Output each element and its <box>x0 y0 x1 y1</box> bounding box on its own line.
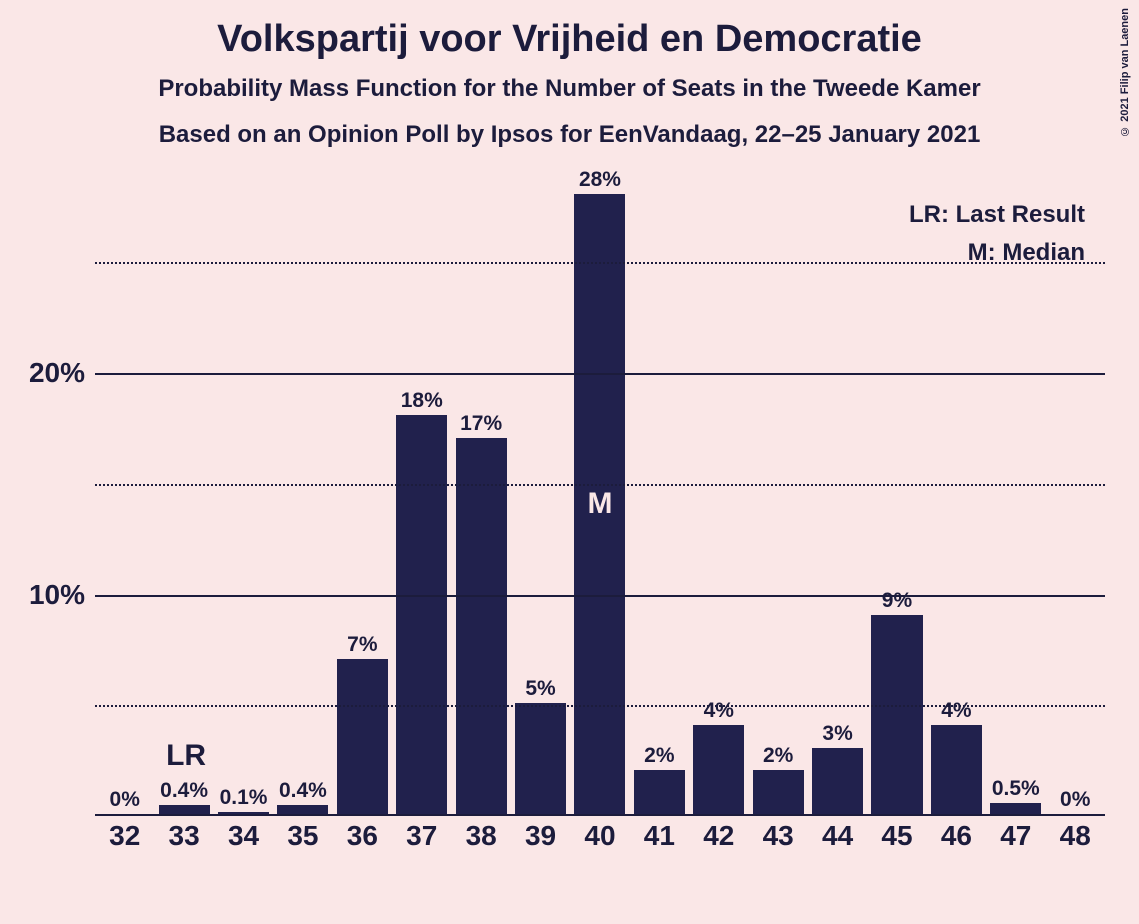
bar-value-label: 7% <box>347 633 377 657</box>
bar: M <box>574 194 625 814</box>
bar-slot: 0%48 <box>1046 788 1105 814</box>
bar-value-label: 28% <box>579 168 621 192</box>
plot: 0%320.4%330.1%340.4%357%3618%3717%385%39… <box>95 196 1105 856</box>
bar-value-label: 18% <box>401 389 443 413</box>
bar-slot: 0.4%33 <box>154 779 213 814</box>
x-tick-label: 46 <box>941 820 972 852</box>
bar-slot: 0.5%47 <box>986 777 1045 814</box>
bar <box>515 703 566 814</box>
x-tick-label: 36 <box>347 820 378 852</box>
x-tick-label: 43 <box>763 820 794 852</box>
bar <box>159 805 210 814</box>
bar <box>871 615 922 814</box>
x-tick-label: 39 <box>525 820 556 852</box>
bar-value-label: 4% <box>941 699 971 723</box>
x-tick-label: 41 <box>644 820 675 852</box>
x-tick-label: 44 <box>822 820 853 852</box>
bar-slot: 28%M40 <box>570 168 629 814</box>
bar <box>634 770 685 814</box>
bar-value-label: 9% <box>882 589 912 613</box>
bar-value-label: 17% <box>460 412 502 436</box>
bar-value-label: 0.1% <box>220 786 268 810</box>
chart-area: LR: Last Result M: Median 0%320.4%330.1%… <box>95 196 1105 856</box>
bar-slot: 7%36 <box>333 633 392 814</box>
y-tick-label: 20% <box>15 357 85 389</box>
copyright-text: © 2021 Filip van Laenen <box>1119 8 1131 137</box>
bar-value-label: 4% <box>704 699 734 723</box>
bar <box>753 770 804 814</box>
bar-slot: 2%43 <box>748 744 807 814</box>
bar-slot: 0.1%34 <box>214 786 273 814</box>
x-tick-label: 34 <box>228 820 259 852</box>
bar <box>396 415 447 814</box>
gridline-minor <box>95 484 1105 486</box>
bars-container: 0%320.4%330.1%340.4%357%3618%3717%385%39… <box>95 196 1105 816</box>
bar-value-label: 5% <box>525 677 555 701</box>
last-result-marker: LR <box>166 739 206 773</box>
x-tick-label: 38 <box>466 820 497 852</box>
x-tick-label: 40 <box>584 820 615 852</box>
bar-slot: 4%46 <box>927 699 986 814</box>
bar-slot: 9%45 <box>867 589 926 814</box>
bar <box>812 748 863 814</box>
bar-slot: 5%39 <box>511 677 570 814</box>
x-tick-label: 32 <box>109 820 140 852</box>
bar <box>218 812 269 814</box>
chart-title: Volkspartij voor Vrijheid en Democratie <box>0 0 1139 61</box>
bar-slot: 0.4%35 <box>273 779 332 814</box>
x-tick-label: 45 <box>881 820 912 852</box>
bar <box>456 438 507 814</box>
x-tick-label: 37 <box>406 820 437 852</box>
bar-value-label: 0.4% <box>160 779 208 803</box>
bar-slot: 4%42 <box>689 699 748 814</box>
bar-value-label: 0.5% <box>992 777 1040 801</box>
gridline-minor <box>95 705 1105 707</box>
gridline-minor <box>95 262 1105 264</box>
gridline-major <box>95 595 1105 597</box>
bar-slot: 3%44 <box>808 722 867 814</box>
bar-value-label: 0.4% <box>279 779 327 803</box>
bar-value-label: 2% <box>763 744 793 768</box>
median-marker: M <box>587 487 612 521</box>
x-tick-label: 35 <box>287 820 318 852</box>
bar <box>990 803 1041 814</box>
chart-subtitle-1: Probability Mass Function for the Number… <box>0 75 1139 103</box>
x-tick-label: 48 <box>1060 820 1091 852</box>
bar-value-label: 3% <box>822 722 852 746</box>
x-tick-label: 42 <box>703 820 734 852</box>
bar <box>337 659 388 814</box>
gridline-major <box>95 373 1105 375</box>
bar-value-label: 0% <box>1060 788 1090 812</box>
bar-slot: 0%32 <box>95 788 154 814</box>
x-tick-label: 47 <box>1000 820 1031 852</box>
x-tick-label: 33 <box>169 820 200 852</box>
bar <box>277 805 328 814</box>
bar-value-label: 2% <box>644 744 674 768</box>
bar <box>931 725 982 814</box>
chart-subtitle-2: Based on an Opinion Poll by Ipsos for Ee… <box>0 121 1139 149</box>
bar-slot: 2%41 <box>630 744 689 814</box>
y-tick-label: 10% <box>15 579 85 611</box>
bar-value-label: 0% <box>110 788 140 812</box>
bar-slot: 17%38 <box>451 412 510 814</box>
bar <box>693 725 744 814</box>
bar-slot: 18%37 <box>392 389 451 814</box>
